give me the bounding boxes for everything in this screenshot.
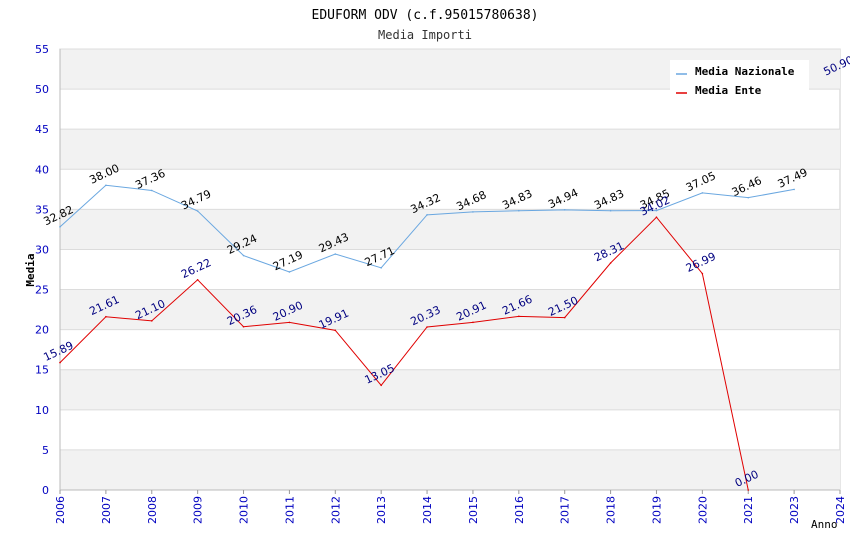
grid-band [60,449,840,490]
data-point [793,188,795,191]
y-tick-label: 35 [35,203,49,216]
legend: Media Nazionale Media Ente [670,60,809,102]
x-tick-label: 2009 [192,496,205,524]
data-point [59,361,61,364]
data-point [701,272,704,275]
data-point [426,214,428,216]
x-tick-label: 2015 [467,496,480,524]
data-point [426,326,428,328]
x-axis: 2006 2007 2008 2009 2010 2011 2012 2013 2014 2015… [54,489,847,524]
data-point [150,189,153,192]
x-tick-label: 2007 [100,496,113,524]
chart-title: EDUFORM ODV (c.f.95015780638) [312,8,539,23]
data-point [334,329,337,332]
series-layer [59,184,795,491]
y-tick-label: 5 [42,444,49,457]
data-point [380,384,382,387]
x-tick-label: 2024 [834,496,847,524]
y-tick-label: 10 [35,404,49,417]
data-point [609,209,612,212]
grid-band [60,209,840,250]
data-point [563,316,566,319]
plot-area [59,48,841,491]
grid-band [60,289,840,330]
data-point [701,192,704,194]
data-point [196,278,199,281]
data-point [472,321,474,324]
data-point [288,321,291,324]
y-tick-label: 0 [42,484,49,497]
y-tick-label: 15 [35,364,49,377]
data-point [655,216,658,219]
legend-label: Media Ente [695,84,762,97]
legend-box [670,60,809,102]
data-point [242,254,245,257]
x-tick-label: 2013 [375,496,388,524]
data-point [518,315,520,318]
x-tick-label: 2017 [559,496,572,524]
y-tick-label: 55 [35,43,49,56]
data-point [747,196,750,199]
grid-band [60,369,840,410]
y-tick-label: 45 [35,123,49,136]
data-point [334,253,337,255]
y-tick-label: 50 [35,83,49,96]
x-tick-label: 2021 [742,496,755,524]
data-point [380,267,382,269]
data-point [59,226,61,228]
y-axis-label: Media [24,253,37,286]
data-point [472,211,474,213]
grid-band [60,129,840,170]
data-point [655,209,658,212]
y-tick-label: 25 [35,284,49,297]
y-tick-label: 30 [35,243,49,256]
x-tick-label: 2014 [421,496,434,524]
data-point [288,271,291,273]
x-tick-label: 2016 [513,496,526,524]
data-point [105,315,107,318]
x-tick-label: 2011 [283,496,296,524]
data-point [196,210,199,212]
data-point [150,320,153,322]
plot-background [59,48,841,491]
y-axis: 0 5 10 15 20 25 30 35 40 45 50 55 [35,43,61,497]
x-tick-label: 2008 [146,496,159,524]
data-point [609,262,612,264]
x-axis-label: Anno [811,518,838,531]
x-tick-label: 2020 [696,496,709,524]
chart-subtitle: Media Importi [378,28,472,42]
data-point [747,489,750,491]
x-tick-label: 2018 [605,496,618,524]
x-tick-label: 2012 [329,496,342,524]
legend-label: Media Nazionale [695,65,795,78]
x-tick-label: 2006 [54,496,67,524]
data-point [242,325,245,328]
y-tick-label: 40 [35,163,49,176]
y-tick-label: 20 [35,324,49,337]
data-point [563,209,566,211]
data-point [105,184,107,187]
series-line-media-ente [59,216,749,491]
x-tick-label: 2010 [238,496,251,524]
data-point [518,209,520,212]
x-tick-label: 2023 [788,496,801,524]
x-tick-label: 2019 [650,496,663,524]
